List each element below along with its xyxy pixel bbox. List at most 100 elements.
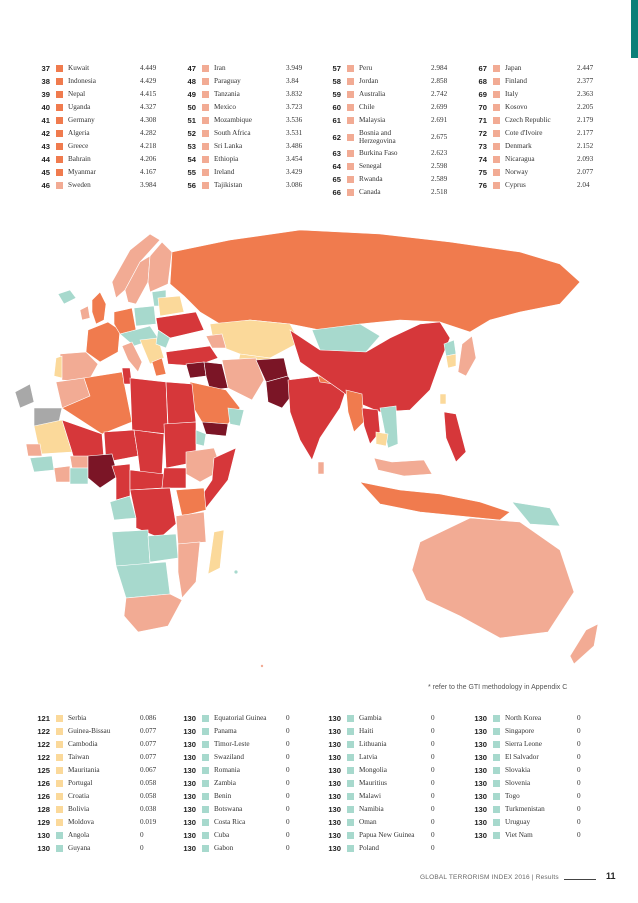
rank-number: 130 [328,753,341,762]
country-name: Iran [214,64,226,72]
gti-score: 0 [577,714,581,722]
map-region-senegal-gambia [25,443,43,457]
country-name: Uruguay [505,818,531,826]
rank-number: 63 [332,149,341,158]
score-swatch [202,169,209,176]
rank-number: 54 [187,155,196,164]
country-name: Denmark [505,142,532,150]
rank-number: 121 [37,714,50,723]
map-region-ghana-togo-benin [69,467,89,485]
world-map [14,229,599,668]
score-swatch [347,806,354,813]
score-swatch [56,806,63,813]
rank-number: 37 [41,64,50,73]
rank-number: 130 [328,818,341,827]
ranking-row: 65 Rwanda 2.589 [323,173,463,186]
score-swatch [202,117,209,124]
gti-score: 2.152 [577,142,594,150]
country-name: Sierra Leone [505,740,542,748]
country-name: Japan [505,64,522,72]
gti-score: 3.536 [286,116,303,124]
map-region-mozambique [177,541,201,599]
ranking-row: 130 Haiti 0 [323,725,463,738]
gti-score: 3.486 [286,142,303,150]
map-region-oman [227,407,245,427]
score-swatch [347,819,354,826]
country-name: Turkmenistan [505,805,545,813]
score-swatch [202,793,209,800]
footer-text: GLOBAL TERRORISM INDEX 2016 | Results [420,874,559,881]
rank-number: 130 [37,844,50,853]
ranking-row: 128 Bolivia 0.038 [32,803,172,816]
gti-score: 0 [577,818,581,826]
rank-number: 130 [183,831,196,840]
country-name: Romania [214,766,240,774]
ranking-row: 130 Benin 0 [178,790,318,803]
country-name: Finland [505,77,527,85]
rank-number: 130 [474,792,487,801]
score-swatch [202,767,209,774]
map-region-tiny-island [260,664,264,668]
map-region-uganda-kenya [175,487,207,517]
ranking-row: 48 Paraguay 3.84 [178,75,318,88]
rank-number: 58 [332,77,341,86]
map-region-finland [147,241,173,293]
ranking-row: 49 Tanzania 3.832 [178,88,318,101]
country-name: Australia [359,90,386,98]
gti-score: 4.206 [140,155,157,163]
gti-score: 2.691 [431,116,448,124]
score-swatch [202,845,209,852]
country-name: Tanzania [214,90,240,98]
rank-number: 70 [478,103,487,112]
rank-number: 130 [183,714,196,723]
country-name: Botswana [214,805,243,813]
rank-number: 125 [37,766,50,775]
score-swatch [347,163,354,170]
rank-number: 130 [183,805,196,814]
ranking-row: 44 Bahrain 4.206 [32,153,172,166]
ranking-row: 73 Denmark 2.152 [469,140,609,153]
gti-score: 3.984 [140,181,157,189]
score-swatch [56,182,63,189]
score-swatch [493,767,500,774]
score-swatch [56,104,63,111]
score-swatch [56,845,63,852]
score-swatch [347,767,354,774]
ranking-row: 60 Chile 2.699 [323,101,463,114]
gti-score: 4.282 [140,129,157,137]
gti-score: 4.167 [140,168,157,176]
ranking-row: 62 Bosnia and Herzegovina 2.675 [323,127,463,147]
gti-score: 0 [431,766,435,774]
map-region-egypt [165,381,197,425]
rank-number: 130 [328,844,341,853]
rank-number: 40 [41,103,50,112]
rank-number: 130 [474,740,487,749]
gti-score: 3.454 [286,155,303,163]
ranking-row: 130 Namibia 0 [323,803,463,816]
score-swatch [202,182,209,189]
map-region-burkina-faso [69,455,89,469]
ranking-row: 130 Gabon 0 [178,842,318,855]
country-name: Cuba [214,831,230,839]
gti-score: 0 [431,779,435,787]
ranking-row: 130 Timor-Leste 0 [178,738,318,751]
ranking-row: 129 Moldova 0.019 [32,816,172,829]
country-name: Viet Nam [505,831,533,839]
gti-score: 4.308 [140,116,157,124]
country-name: Indonesia [68,77,96,85]
map-region-ukraine [155,311,205,339]
map-region-south-africa [123,593,183,633]
gti-score: 3.949 [286,64,303,72]
country-name: Burkina Faso [359,149,398,157]
rank-number: 130 [183,753,196,762]
map-region-nigeria [87,453,119,489]
country-name: Mauritania [68,766,100,774]
country-name: Jordan [359,77,379,85]
map-region-cameroon [111,463,131,501]
ranking-row: 130 Poland 0 [323,842,463,855]
rank-number: 46 [41,181,50,190]
country-name: South Africa [214,129,251,137]
ranking-row: 74 Nicaragua 2.093 [469,153,609,166]
gti-score: 0 [140,844,144,852]
gti-score: 0 [286,818,290,826]
